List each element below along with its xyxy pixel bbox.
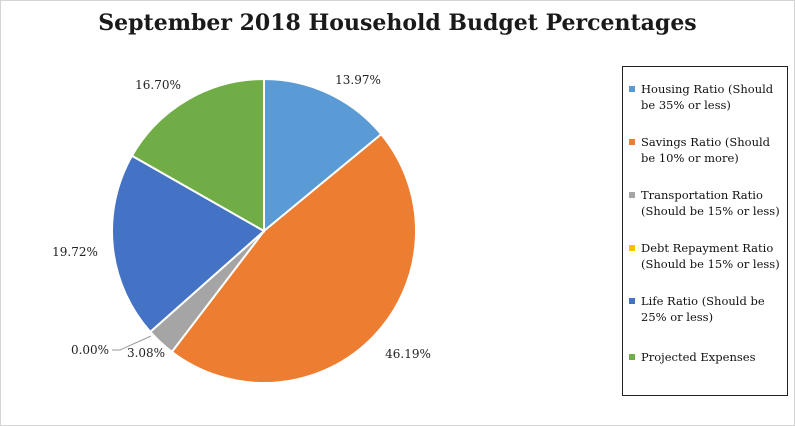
data-label-life: 19.72% bbox=[52, 245, 98, 259]
legend-item: Transportation Ratio (Should be 15% or l… bbox=[629, 187, 785, 219]
legend-item: Projected Expenses bbox=[629, 349, 785, 365]
legend-swatch bbox=[629, 139, 635, 145]
legend-item: Housing Ratio (Should be 35% or less) bbox=[629, 81, 785, 113]
legend-label: Life Ratio (Should be 25% or less) bbox=[641, 294, 765, 324]
pie-slice-projected bbox=[130, 77, 265, 233]
pie-slice-savings bbox=[170, 132, 417, 385]
legend-item: Debt Repayment Ratio (Should be 15% or l… bbox=[629, 240, 785, 272]
pie-slice-housing bbox=[263, 77, 383, 234]
leader-line-debt bbox=[112, 335, 152, 351]
chart-title: September 2018 Household Budget Percenta… bbox=[98, 10, 697, 36]
legend-item: Savings Ratio (Should be 10% or more) bbox=[629, 134, 785, 166]
legend-label: Transportation Ratio (Should be 15% or l… bbox=[641, 188, 780, 218]
legend-label: Savings Ratio (Should be 10% or more) bbox=[641, 135, 771, 165]
legend-item: Life Ratio (Should be 25% or less) bbox=[629, 293, 785, 325]
data-label-savings: 46.19% bbox=[385, 347, 431, 361]
legend-label: Debt Repayment Ratio (Should be 15% or l… bbox=[641, 241, 780, 271]
legend-swatch bbox=[629, 298, 635, 304]
data-label-projected: 16.70% bbox=[135, 78, 181, 92]
chart-legend: Housing Ratio (Should be 35% or less) Sav… bbox=[622, 66, 788, 396]
legend-swatch bbox=[629, 192, 635, 198]
data-label-debt: 0.00% bbox=[71, 343, 109, 357]
legend-swatch bbox=[629, 245, 635, 251]
legend-swatch bbox=[629, 86, 635, 92]
legend-swatch bbox=[629, 354, 635, 360]
data-label-transportation: 3.08% bbox=[127, 346, 165, 360]
legend-label: Projected Expenses bbox=[641, 350, 756, 364]
pie-slice-life bbox=[111, 154, 266, 334]
legend-label: Housing Ratio (Should be 35% or less) bbox=[641, 82, 774, 112]
data-label-housing: 13.97% bbox=[335, 73, 381, 87]
